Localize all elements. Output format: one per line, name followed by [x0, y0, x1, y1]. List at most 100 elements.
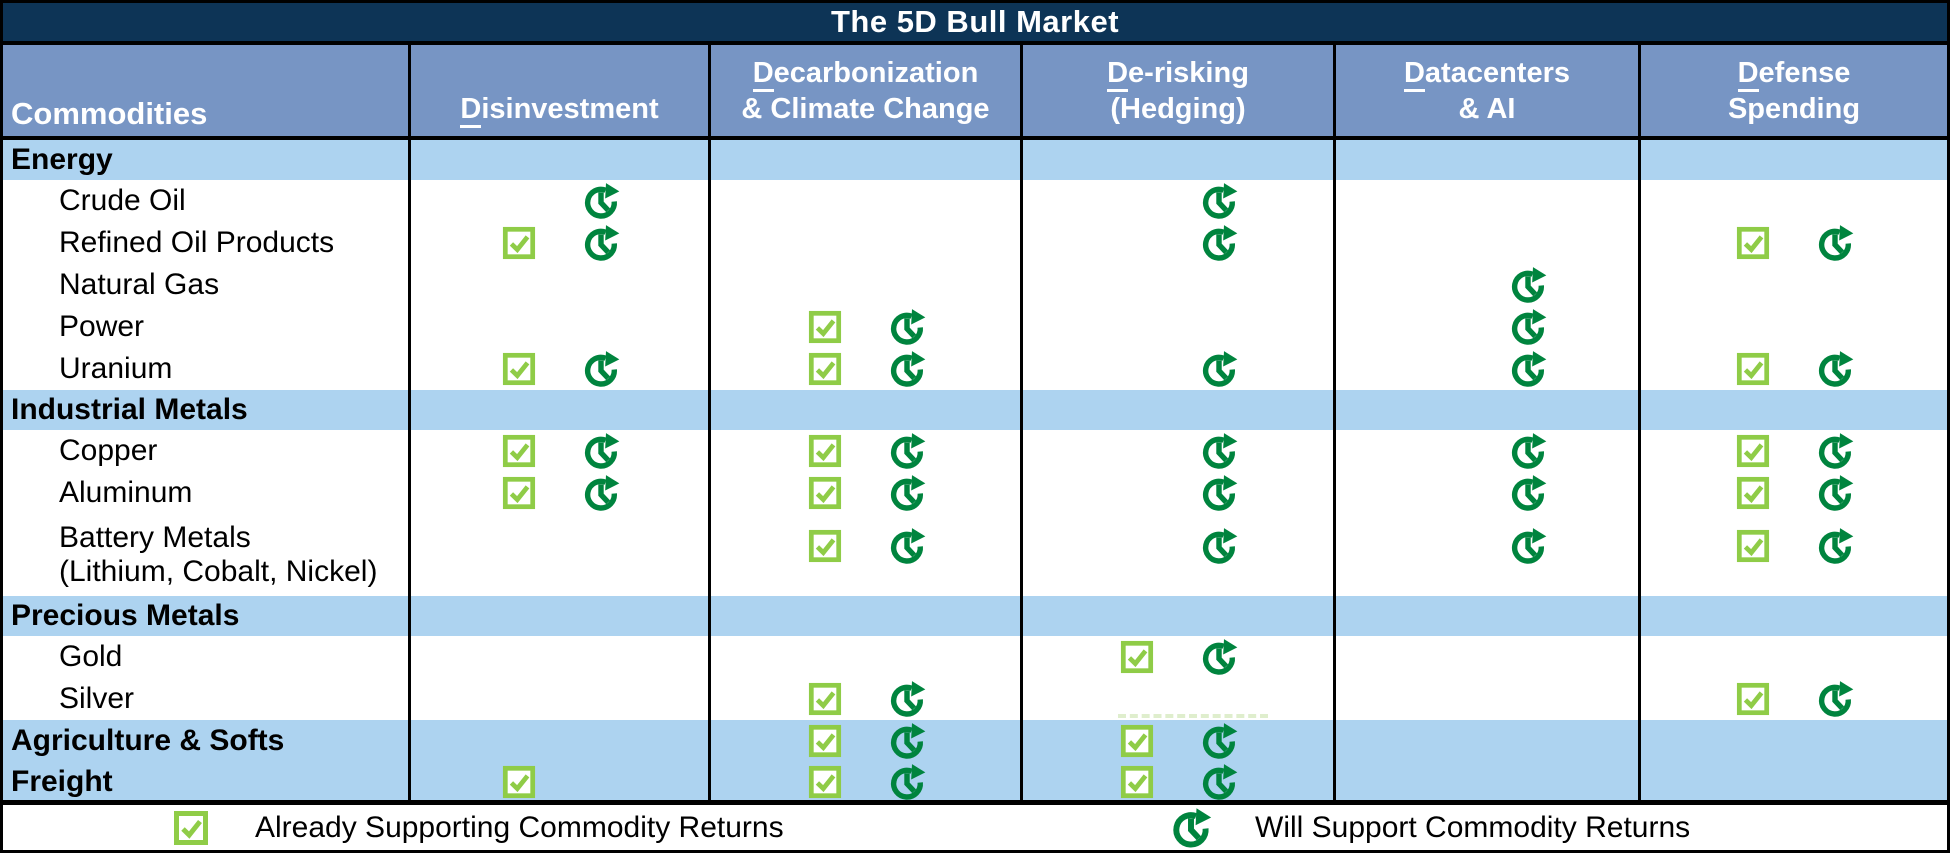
clock-slot: [884, 679, 930, 719]
clock-slot: [1196, 637, 1242, 677]
table-row: Natural Gas: [3, 264, 1947, 306]
header-line1: Datacenters: [1403, 55, 1570, 92]
row-label: Silver: [3, 678, 408, 720]
clock-icon: [1511, 528, 1547, 564]
clock-slot: [578, 223, 624, 263]
checkbox-slot: [1114, 679, 1160, 719]
table-row: Power: [3, 306, 1947, 348]
cell-disinvestment: [408, 514, 708, 596]
cell-disinvestment: [408, 596, 708, 636]
header-line1: Disinvestment: [460, 91, 659, 128]
checkbox-slot: [802, 721, 848, 761]
checkbox-slot: [496, 349, 542, 389]
row-label: Copper: [3, 430, 408, 472]
clock-slot: [884, 349, 930, 389]
cell-decarbonization-climate-change: [708, 430, 1020, 472]
page-title: The 5D Bull Market: [3, 3, 1947, 45]
legend-row: Already Supporting Commodity Returns Wil…: [3, 800, 1947, 850]
checkbox-icon: [1736, 434, 1770, 468]
checkbox-slot: [1423, 526, 1469, 566]
checkbox-slot: [1730, 473, 1776, 513]
cell-de-risking-hedging: [1020, 180, 1333, 222]
clock-icon: [1173, 807, 1212, 847]
cell-de-risking-hedging: [1020, 306, 1333, 348]
checkbox-slot: [496, 140, 542, 180]
table-row: Battery Metals (Lithium, Cobalt, Nickel): [3, 514, 1947, 596]
table-row: Aluminum: [3, 472, 1947, 514]
table-row: Crude Oil: [3, 180, 1947, 222]
cell-disinvestment: [408, 678, 708, 720]
clock-icon: [890, 309, 925, 345]
clock-slot: [1196, 390, 1242, 430]
clock-slot: [578, 431, 624, 471]
clock-icon: [584, 433, 619, 469]
checkbox-slot: [1114, 431, 1160, 471]
checkbox-icon: [1736, 682, 1770, 716]
table-row: Gold: [3, 636, 1947, 678]
header-line2: (Hedging): [1110, 93, 1246, 125]
cell-disinvestment: [408, 348, 708, 390]
clock-slot: [884, 762, 930, 802]
table-row: Industrial Metals: [3, 390, 1947, 430]
smudge-artifact: [1118, 714, 1268, 718]
clock-slot: [884, 223, 930, 263]
checkbox-slot: [802, 526, 848, 566]
checkbox-slot: [496, 265, 542, 305]
cell-de-risking-hedging: [1020, 636, 1333, 678]
clock-icon: [1818, 433, 1854, 469]
cell-defense-spending: [1638, 348, 1947, 390]
table-row: Refined Oil Products: [3, 222, 1947, 264]
clock-slot: [1812, 762, 1858, 802]
checkbox-slot: [1423, 349, 1469, 389]
clock-slot: [1196, 596, 1242, 636]
clock-icon: [584, 225, 619, 261]
clock-slot: [884, 181, 930, 221]
cell-defense-spending: [1638, 720, 1947, 762]
clock-icon: [890, 475, 925, 511]
clock-icon: [890, 681, 925, 717]
checkbox-icon: [808, 682, 841, 716]
row-label-text: Refined Oil Products: [59, 226, 335, 259]
cell-disinvestment: [408, 390, 708, 430]
cell-de-risking-hedging: [1020, 472, 1333, 514]
checkbox-slot: [802, 431, 848, 471]
header-underlined-letter: D: [1737, 57, 1759, 92]
cell-defense-spending: [1638, 430, 1947, 472]
checkbox-slot: [496, 721, 542, 761]
clock-slot: [1812, 473, 1858, 513]
clock-slot: [1196, 140, 1242, 180]
row-label-text: Aluminum: [59, 476, 193, 509]
clock-slot: [1812, 307, 1858, 347]
cell-decarbonization-climate-change: [708, 222, 1020, 264]
checkbox-slot: [802, 307, 848, 347]
clock-slot: [578, 307, 624, 347]
checkbox-slot: [1730, 431, 1776, 471]
column-header-decarbonization-climate-change: Decarbonization & Climate Change: [708, 45, 1020, 136]
checkbox-icon: [808, 724, 841, 758]
header-line1-rest: efense: [1758, 57, 1851, 89]
checkbox-icon: [174, 810, 208, 845]
clock-slot: [1812, 265, 1858, 305]
cell-defense-spending: [1638, 140, 1947, 180]
checkbox-slot: [1730, 637, 1776, 677]
clock-icon: [1202, 639, 1238, 675]
header-line2: & Climate Change: [741, 93, 990, 125]
row-label: Industrial Metals: [3, 390, 408, 430]
clock-slot: [884, 265, 930, 305]
checkbox-slot: [1730, 679, 1776, 719]
checkbox-icon: [1736, 476, 1770, 510]
clock-slot: [1812, 390, 1858, 430]
row-label: Power: [3, 306, 408, 348]
checkbox-slot: [1423, 721, 1469, 761]
header-underlined-letter: D: [460, 93, 482, 128]
checkbox-slot: [1423, 265, 1469, 305]
row-label-text: Precious Metals: [11, 599, 240, 632]
cell-defense-spending: [1638, 264, 1947, 306]
legend-label-already-supporting: Already Supporting Commodity Returns: [255, 810, 784, 844]
checkbox-slot: [496, 526, 542, 566]
checkbox-slot: [1423, 223, 1469, 263]
cell-disinvestment: [408, 472, 708, 514]
clock-icon: [1202, 723, 1238, 759]
checkbox-slot: [1114, 473, 1160, 513]
